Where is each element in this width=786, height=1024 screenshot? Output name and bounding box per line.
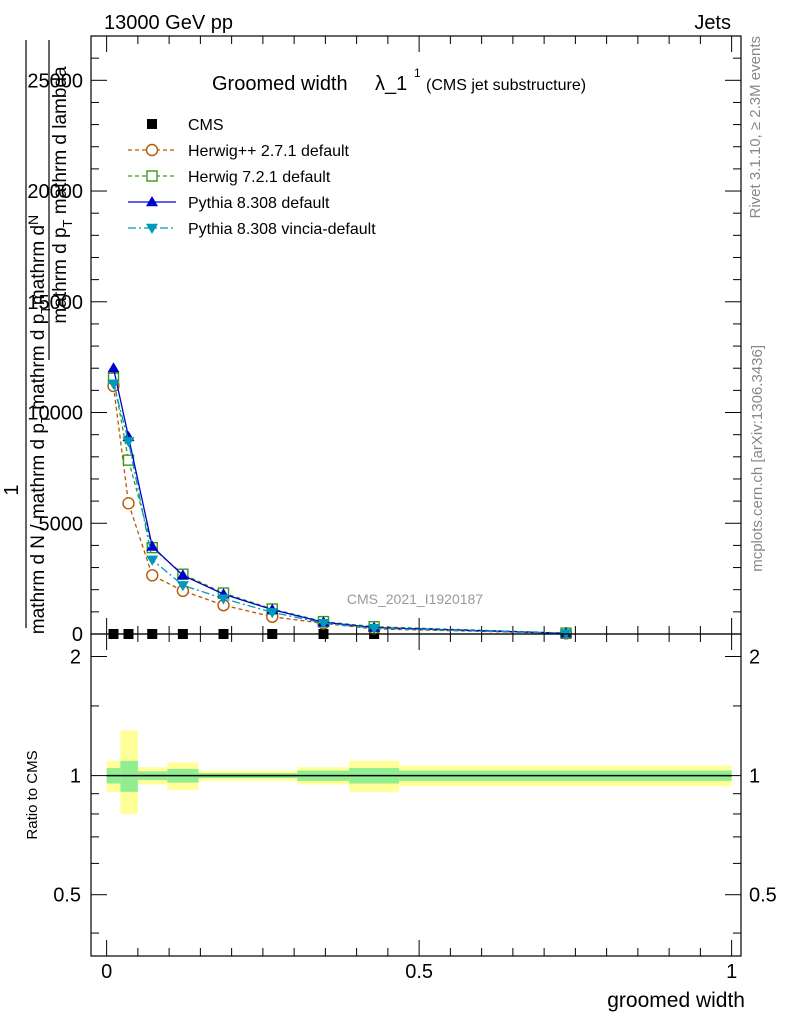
legend-label-4: Pythia 8.308 vincia-default bbox=[188, 221, 376, 238]
legend-marker-4 bbox=[146, 223, 158, 234]
legend-marker-1 bbox=[145, 143, 159, 157]
series-4-point bbox=[266, 608, 279, 619]
legend-label-1: Herwig++ 2.7.1 default bbox=[188, 143, 350, 160]
ratio-ytick-label-right: 0.5 bbox=[749, 885, 777, 907]
title-main: Groomed width bbox=[212, 73, 348, 95]
ratio-bands bbox=[106, 730, 732, 814]
ylabel-bottom: mathrm d N / mathrm d pT mathrm d pT bbox=[28, 306, 53, 635]
series-3-point bbox=[107, 362, 120, 373]
series-1-point bbox=[146, 569, 159, 582]
x-axis-label: groomed width bbox=[607, 989, 745, 1012]
ylabel-denominator: mathrm d pT mathrm d lambda bbox=[50, 66, 75, 324]
series-4-point bbox=[122, 437, 135, 448]
main-axis-ticks: 0 5000 10000 15000 20000 25000 bbox=[27, 35, 741, 646]
analysis-label: CMS_2021_I1920187 bbox=[347, 591, 483, 607]
title-lambda: λ_1 bbox=[375, 73, 407, 95]
series-4-point bbox=[146, 555, 159, 566]
series-4-point bbox=[317, 618, 330, 630]
series-line-1 bbox=[112, 385, 567, 634]
ratio-axis-ticks: 0.5 0.5 1 1 2 2 bbox=[53, 634, 777, 956]
series-4-point bbox=[368, 624, 381, 635]
series-3-point bbox=[146, 540, 159, 551]
title-sub: (CMS jet substructure) bbox=[426, 77, 586, 94]
title-sup: 1 bbox=[414, 66, 421, 80]
main-ytick-label: 10000 bbox=[27, 403, 83, 425]
main-ytick-label: 25000 bbox=[27, 70, 83, 92]
main-ytick-label: 0 bbox=[72, 624, 83, 646]
main-panel: 0 5000 10000 15000 20000 25000 bbox=[27, 35, 742, 646]
legend-marker-0 bbox=[147, 119, 157, 129]
legend-label-3: Pythia 8.308 default bbox=[188, 195, 330, 212]
rivet-label: Rivet 3.1.10, ≥ 2.3M events bbox=[747, 36, 764, 219]
legend-marker-2 bbox=[146, 170, 158, 182]
legend: CMS Herwig++ 2.7.1 default Herwig 7.2.1 de… bbox=[128, 117, 376, 238]
main-ytick-label: 15000 bbox=[27, 292, 83, 314]
energy-label: 13000 GeV pp bbox=[104, 12, 233, 34]
mcplots-label: mcplots.cern.ch [arXiv:1306.3436] bbox=[749, 345, 766, 572]
main-ytick-label: 20000 bbox=[27, 181, 83, 203]
x-tick-label: 0.5 bbox=[405, 961, 433, 983]
ratio-ytick-label: 0.5 bbox=[53, 885, 81, 907]
ylabel-numerator: mathrm dN bbox=[25, 215, 49, 305]
series-3-point bbox=[176, 569, 189, 580]
x-tick-labels: 0 0.5 1 bbox=[101, 961, 737, 983]
main-ytick-label: 5000 bbox=[39, 513, 84, 535]
ratio-ytick-label-right: 1 bbox=[749, 766, 760, 788]
y-axis-label: 1 mathrm dN mathrm d pT mathrm d lambda … bbox=[1, 40, 75, 634]
legend-label-2: Herwig 7.2.1 default bbox=[188, 169, 331, 186]
chart-title: Groomed width λ_1 1 (CMS jet substructur… bbox=[212, 66, 586, 95]
series-1-point bbox=[122, 497, 135, 510]
legend-label-0: CMS bbox=[188, 117, 224, 134]
ratio-panel: 0.5 0.5 1 1 2 2 bbox=[53, 633, 777, 957]
ratio-ytick-label: 2 bbox=[70, 647, 81, 669]
x-tick-label: 1 bbox=[726, 961, 737, 983]
ratio-ytick-label: 1 bbox=[70, 766, 81, 788]
ylabel-top: 1 bbox=[1, 484, 23, 495]
series-4-point bbox=[107, 379, 120, 390]
main-series bbox=[107, 362, 573, 640]
ratio-ylabel: Ratio to CMS bbox=[24, 750, 41, 839]
series-4-point bbox=[176, 581, 189, 592]
ratio-ytick-label-right: 2 bbox=[749, 647, 760, 669]
ratio-frame bbox=[90, 633, 742, 957]
legend-marker-3 bbox=[146, 196, 158, 207]
x-tick-label: 0 bbox=[101, 961, 112, 983]
category-label: Jets bbox=[694, 12, 731, 34]
series-4-point bbox=[217, 594, 230, 605]
